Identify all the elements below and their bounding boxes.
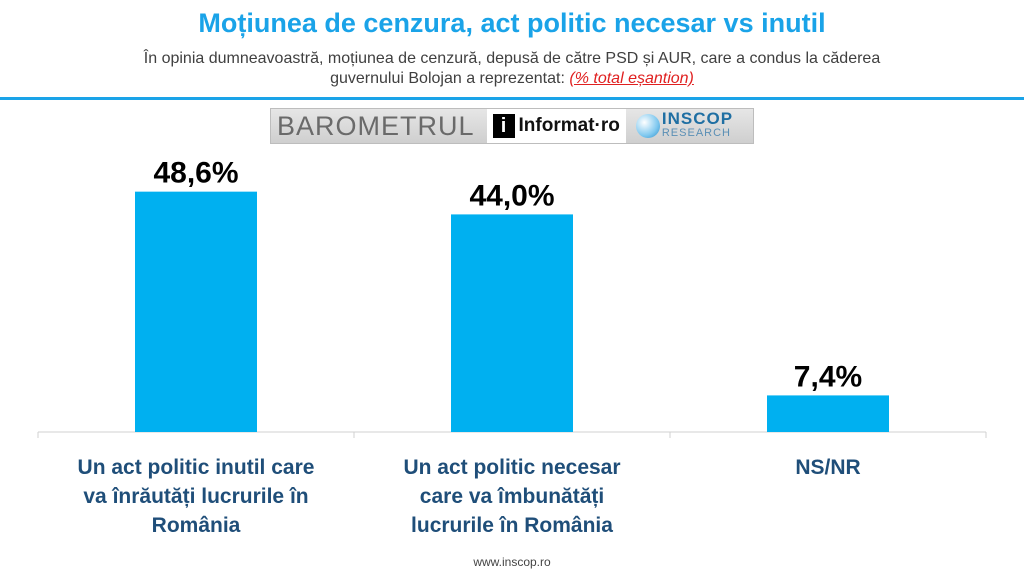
header-divider [0, 97, 1024, 100]
category-label: NS/NR [795, 456, 860, 479]
informat-logo: i Informat·ro [486, 109, 626, 143]
bar [135, 191, 257, 432]
data-label: 7,4% [794, 360, 862, 393]
informat-icon: i [492, 114, 515, 138]
inscop-logo-text: INSCOP [661, 109, 734, 128]
footer-url[interactable]: www.inscop.ro [473, 555, 551, 569]
data-label: 44,0% [469, 179, 554, 212]
bar [451, 214, 573, 432]
bar [767, 395, 889, 432]
chart-subtitle: În opinia dumneavoastră, moțiunea de cen… [40, 49, 984, 89]
barometer-logo-strip: BAROMETRUL i Informat·ro INSCOP RESEARCH [270, 108, 754, 144]
inscop-logo-subtext: RESEARCH [661, 127, 731, 139]
barometrul-logo: BAROMETRUL [277, 110, 475, 141]
chart-title: Moțiunea de cenzura, act politic necesar… [198, 8, 826, 38]
bar-chart: 48,6% Un act politic inutil care va înrăut… [37, 157, 987, 537]
subtitle-line-1: În opinia dumneavoastră, moțiunea de cen… [143, 50, 881, 67]
data-label: 48,6% [153, 157, 238, 190]
sample-note: (% total eșantion) [569, 70, 694, 87]
inscop-orb-icon [635, 114, 660, 138]
informat-logo-text: Informat·ro [518, 115, 620, 136]
inscop-logo: INSCOP RESEARCH [635, 109, 734, 140]
category-label: Un act politic inutil care va înrăutăți l… [78, 456, 315, 537]
category-label: Un act politic necesar care va îmbunătăți… [403, 456, 620, 537]
subtitle-line-2: guvernului Bolojan a reprezentat: [330, 70, 565, 87]
